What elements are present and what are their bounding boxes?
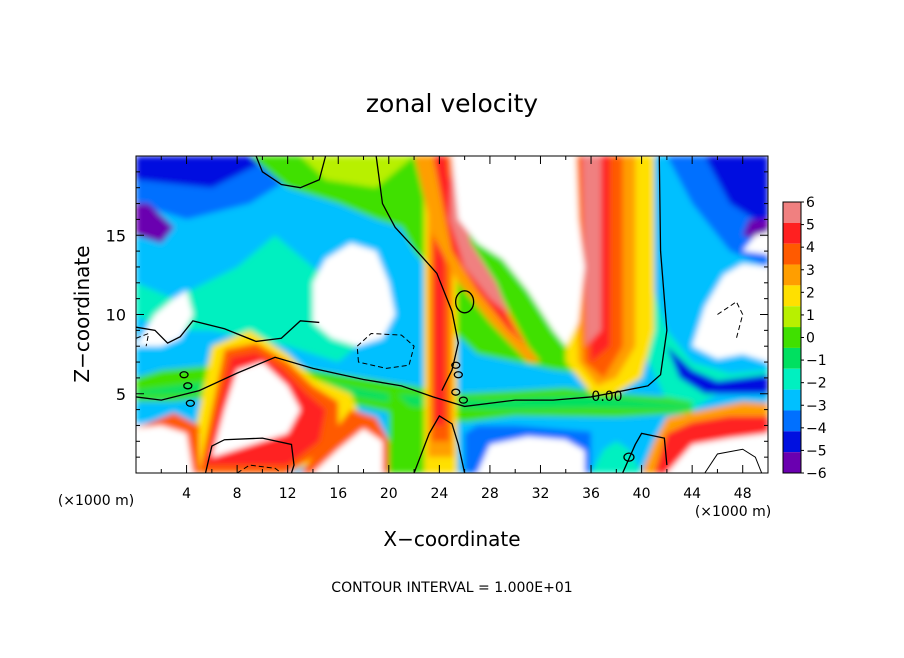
colorbar-label: −4: [806, 421, 827, 437]
y-tick-label: 5: [116, 385, 126, 404]
y-tick-label: 15: [106, 226, 126, 245]
contour-line-zero: [136, 156, 668, 408]
x-unit-right: (×1000 m): [695, 504, 771, 520]
contour-loop: [458, 396, 469, 404]
colorbar-label: −2: [806, 376, 827, 392]
contour-label: 0.00: [591, 389, 622, 405]
velocity-region: [136, 412, 200, 473]
velocity-region: [136, 235, 377, 363]
contour-loop: [623, 452, 635, 462]
velocity-region: [666, 346, 768, 394]
colorbar-label: 4: [806, 240, 815, 256]
velocity-region: [312, 243, 396, 347]
contour-line-zero: [704, 448, 763, 473]
velocity-region: [692, 263, 768, 363]
velocity-region: [312, 428, 383, 473]
velocity-region: [300, 156, 415, 188]
x-tick-label: 4: [182, 486, 191, 502]
colorbar-label: −1: [806, 353, 827, 369]
colorbar-label: 5: [806, 218, 815, 234]
colorbar-label: −3: [806, 398, 827, 414]
colorbar-swatch: [783, 327, 801, 348]
contour-line-negative: [356, 333, 415, 369]
x-axis-label: X−coordinate: [383, 527, 520, 551]
contour-line-negative: [236, 464, 282, 473]
contour-line-zero: [204, 437, 295, 473]
colorbar-swatch: [783, 264, 801, 286]
colorbar-swatch: [783, 347, 801, 369]
colorbar-label: −6: [806, 466, 827, 482]
x-tick-label: 40: [633, 486, 651, 502]
x-tick-label: 32: [532, 486, 550, 502]
velocity-region: [136, 203, 174, 244]
colorbar-label: 0: [806, 331, 815, 347]
velocity-region: [136, 290, 193, 347]
y-axis: 5 10 15: [106, 171, 768, 458]
velocity-region: [477, 436, 585, 473]
colorbar-swatch: [783, 202, 801, 223]
x-tick-label: 24: [430, 486, 448, 502]
velocity-region: [452, 156, 585, 347]
velocity-region: [211, 362, 301, 458]
colorbar-swatch: [783, 285, 801, 307]
contour-loop: [454, 290, 475, 314]
contour-interval-note: CONTOUR INTERVAL = 1.000E+01: [331, 580, 572, 596]
x-tick-label: 16: [329, 486, 347, 502]
contour-line-negative: [136, 332, 150, 347]
contour-line-negative: [717, 301, 744, 339]
colorbar-label: 3: [806, 263, 815, 279]
contour-loop: [453, 371, 463, 379]
velocity-region: [136, 156, 276, 188]
contour-loop: [183, 382, 193, 390]
colorbar-swatch: [783, 389, 801, 411]
velocity-region: [433, 156, 528, 347]
velocity-region: [666, 433, 768, 473]
contour-loop: [451, 361, 461, 369]
x-unit-left: (×1000 m): [58, 493, 134, 509]
colorbar-swatch: [783, 222, 801, 244]
colorbar-swatch: [783, 306, 801, 328]
colorbar-swatch: [783, 368, 801, 390]
colorbar-swatch: [783, 452, 801, 473]
velocity-region: [704, 156, 768, 228]
x-tick-label: 12: [279, 486, 297, 502]
contour-line-zero: [375, 156, 459, 391]
colorbar-label: 6: [806, 195, 815, 211]
colorbar-label: −5: [806, 443, 827, 459]
velocity-region: [591, 441, 642, 473]
colorbar-label: 2: [806, 285, 815, 301]
colorbar-swatch: [783, 410, 801, 432]
colorbar: 6 5 4 3 2 1 0 −1 −2 −3 −4 −5 −6: [782, 195, 827, 482]
colorbar-swatch: [783, 243, 801, 265]
velocity-region: [742, 232, 768, 255]
x-tick-label: 28: [481, 486, 499, 502]
x-axis: 4 8 12 16 20 24 28 32 36 40 44 48: [160, 156, 752, 502]
contour-line-zero: [255, 156, 327, 189]
contour-loop: [185, 399, 196, 407]
y-axis-label: Z−coordinate: [70, 245, 94, 382]
x-tick-label: 8: [233, 486, 242, 502]
plot-area: [136, 156, 768, 473]
colorbar-label: 1: [806, 308, 815, 324]
contour-line-zero: [413, 415, 466, 473]
y-tick-label: 10: [106, 306, 126, 325]
contour-line-zero: [136, 320, 320, 344]
colorbar-swatch: [783, 431, 801, 453]
contour-loop: [179, 371, 189, 379]
velocity-region: [582, 156, 602, 347]
x-tick-label: 36: [582, 486, 600, 502]
x-tick-label: 44: [683, 486, 701, 502]
chart-title: zonal velocity: [366, 89, 538, 118]
x-tick-label: 20: [380, 486, 398, 502]
contour-loop: [451, 388, 461, 396]
x-tick-label: 48: [734, 486, 752, 502]
